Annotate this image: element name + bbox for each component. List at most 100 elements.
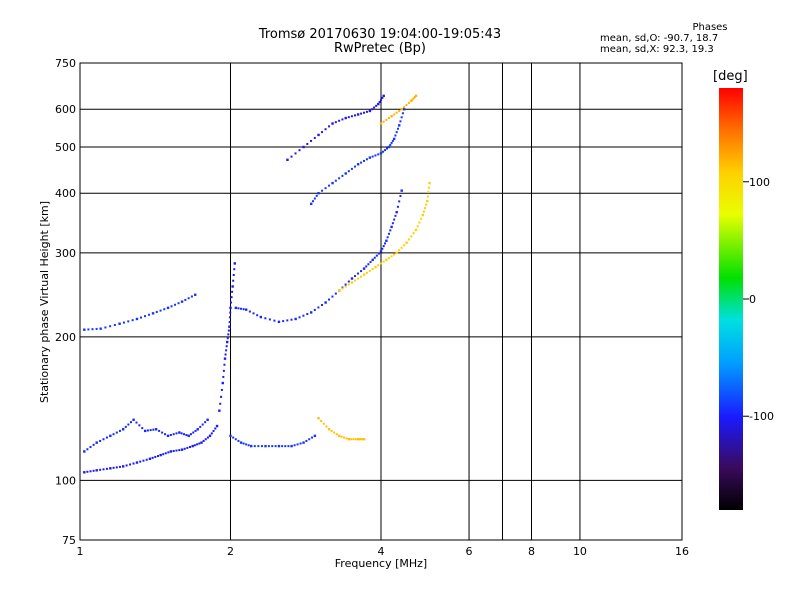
data-point: [305, 439, 308, 442]
data-point: [382, 94, 385, 98]
data-point: [328, 125, 331, 128]
data-point: [196, 428, 199, 431]
data-point: [229, 311, 232, 314]
data-point: [392, 137, 396, 141]
data-point: [299, 442, 302, 445]
data-point: [384, 242, 387, 245]
data-point: [377, 252, 380, 255]
data-point: [338, 289, 341, 292]
data-point: [248, 310, 251, 313]
data-point: [313, 136, 316, 139]
data-point: [92, 469, 95, 472]
series-f-x-trace: [338, 181, 431, 292]
data-point: [294, 152, 297, 155]
data-point: [311, 436, 314, 439]
data-point: [178, 449, 181, 452]
data-point: [347, 170, 350, 173]
data-point: [225, 349, 228, 352]
y-tick-label: 300: [55, 247, 76, 260]
data-point: [385, 147, 388, 150]
data-point: [360, 270, 363, 273]
data-point: [290, 318, 293, 321]
data-point: [125, 464, 128, 467]
data-point: [344, 116, 347, 120]
data-point: [344, 285, 347, 288]
data-point: [221, 381, 224, 385]
data-point: [287, 445, 290, 448]
data-point: [187, 297, 190, 300]
data-point: [226, 340, 229, 344]
data-point: [396, 127, 399, 130]
data-point: [245, 443, 248, 446]
data-point: [412, 232, 415, 235]
data-point: [418, 221, 421, 224]
data-point: [400, 246, 403, 249]
data-point: [400, 108, 403, 111]
data-point: [398, 109, 401, 112]
data-point: [228, 320, 231, 323]
data-point: [169, 434, 172, 437]
data-point: [227, 329, 230, 332]
data-point: [350, 281, 354, 284]
data-point: [231, 290, 234, 293]
data-points: [83, 94, 431, 474]
data-point: [362, 438, 366, 441]
data-point: [239, 441, 243, 444]
data-point: [95, 327, 98, 330]
data-point: [405, 103, 408, 106]
data-point: [394, 134, 397, 137]
data-point: [328, 298, 331, 301]
x-tick-label: 10: [573, 545, 587, 558]
data-point: [362, 267, 366, 270]
data-point: [154, 428, 158, 431]
x-tick-labels: 1 2 4 6 8 10 16: [77, 545, 690, 558]
data-point: [193, 444, 196, 447]
data-point: [99, 327, 102, 330]
data-point: [362, 273, 366, 276]
data-point: [395, 131, 398, 134]
data-point: [113, 323, 116, 326]
data-point: [175, 432, 178, 435]
data-point: [89, 470, 92, 473]
data-point: [208, 434, 212, 438]
data-point: [382, 120, 385, 123]
chart-subtitle: RwPretec (Bp): [333, 41, 427, 56]
data-point: [286, 158, 289, 162]
data-point: [164, 433, 167, 436]
data-point: [240, 307, 243, 310]
colorbar-tick-label: -100: [749, 410, 774, 423]
data-point: [159, 453, 162, 457]
data-point: [118, 465, 121, 468]
data-point: [398, 200, 401, 203]
data-point: [365, 265, 368, 268]
data-point: [302, 145, 305, 149]
data-point: [282, 320, 285, 323]
data-point: [180, 300, 184, 303]
data-point: [183, 433, 186, 436]
data-point: [178, 431, 181, 434]
data-point: [222, 375, 225, 378]
data-point: [233, 268, 236, 271]
data-point: [83, 328, 86, 331]
data-point: [247, 444, 250, 447]
data-point: [317, 417, 320, 420]
data-point: [343, 436, 346, 439]
data-point: [347, 438, 351, 441]
data-point: [412, 97, 415, 100]
data-point: [277, 320, 281, 324]
data-point: [148, 457, 152, 460]
data-point: [322, 422, 325, 425]
data-point: [206, 418, 209, 421]
data-point: [228, 316, 231, 319]
data-point: [320, 419, 323, 422]
data-point: [382, 260, 385, 263]
data-point: [142, 459, 145, 462]
data-point: [379, 98, 382, 101]
data-point: [374, 154, 377, 157]
data-point: [370, 108, 373, 111]
data-point: [223, 363, 226, 366]
data-point: [379, 250, 383, 253]
data-point: [159, 309, 162, 312]
data-point: [413, 96, 416, 99]
data-point: [354, 438, 357, 441]
